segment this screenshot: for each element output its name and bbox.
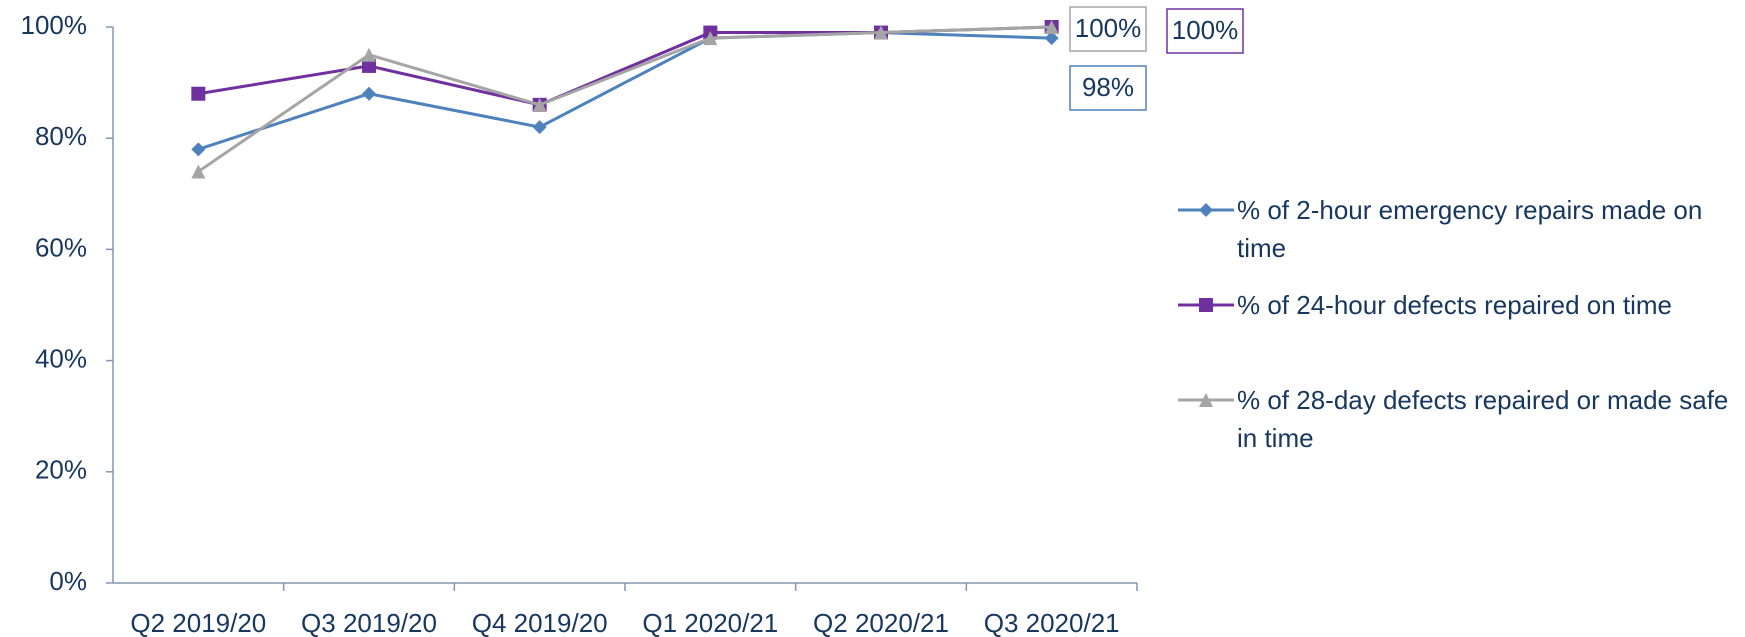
legend-marker [1199, 393, 1213, 407]
data-label: 100% [1075, 13, 1142, 43]
data-label-box [1069, 65, 1147, 111]
data-label-box [1069, 6, 1147, 52]
legend-marker [1199, 298, 1213, 312]
marker [362, 58, 376, 73]
marker [191, 86, 206, 101]
marker [703, 31, 718, 46]
legend-label: % of 24-hour defects repaired on time [1237, 290, 1673, 320]
data-label-box [1166, 8, 1244, 54]
x-tick-label: Q3 2020/21 [984, 608, 1120, 637]
y-tick-label: 0% [49, 566, 87, 596]
marker [532, 120, 547, 135]
y-tick-label: 80% [35, 121, 87, 151]
x-tick-label: Q3 2019/20 [301, 608, 437, 637]
y-tick-label: 40% [35, 343, 87, 373]
x-tick-label: Q4 2019/20 [472, 608, 608, 637]
series-line [198, 25, 1052, 107]
legend-label: % of 28-day defects repaired or made saf… [1237, 385, 1729, 453]
marker [1044, 31, 1059, 46]
marker [362, 47, 376, 62]
marker [1044, 20, 1059, 34]
x-tick-label: Q1 2020/21 [642, 608, 778, 637]
series-line [197, 25, 1052, 173]
x-tick-label: Q2 2019/20 [130, 608, 266, 637]
marker [532, 97, 547, 112]
legend-marker [1199, 203, 1213, 217]
marker [191, 142, 206, 157]
y-tick-label: 60% [35, 232, 87, 262]
marker [362, 86, 376, 101]
data-label: 100% [1172, 15, 1239, 45]
y-tick-label: 20% [35, 455, 87, 485]
data-label: 98% [1082, 72, 1134, 102]
marker [874, 25, 888, 40]
y-tick-label: 100% [21, 10, 88, 40]
marker [191, 164, 206, 179]
legend-label: % of 2-hour emergency repairs made on ti… [1237, 195, 1703, 263]
series-line [197, 31, 1052, 151]
x-tick-label: Q2 2020/21 [813, 608, 949, 637]
